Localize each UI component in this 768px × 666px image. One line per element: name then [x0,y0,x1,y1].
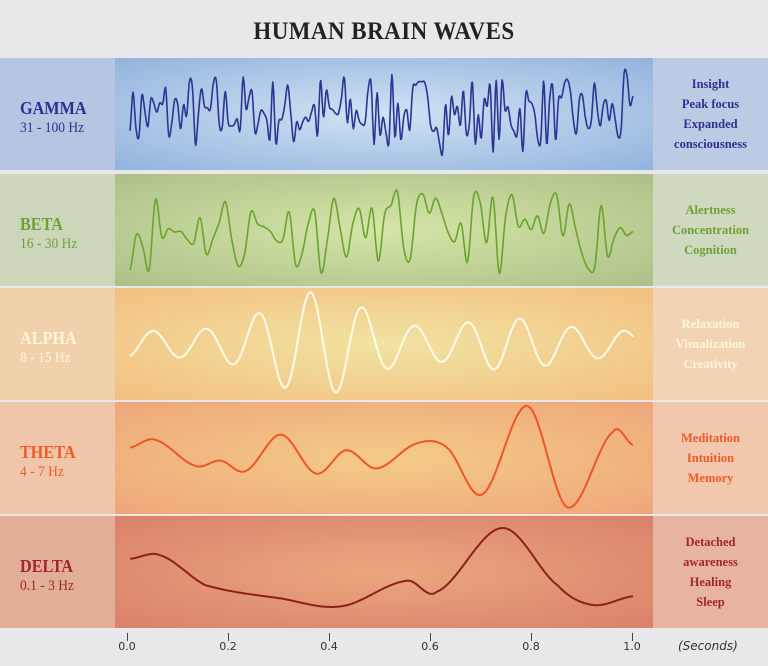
band-theta: THETA 4 - 7 Hz Meditation Intuition Memory [0,402,768,514]
band-name: THETA [20,442,76,462]
trait: Memory [687,471,734,485]
axis-tick [329,633,330,641]
axis-tick-label: 0.6 [421,640,439,653]
alpha-wave [129,291,634,394]
traits-panel: Relaxation Visualization Creativity [653,288,768,400]
trait: consciousness [674,137,747,151]
trait: Concentration [671,223,750,237]
trait: Peak focus [681,97,740,111]
axis-unit: (Seconds) [678,639,738,653]
axis-tick-label: 0.8 [522,640,540,653]
trait: Sleep [696,595,725,609]
gamma-wave [129,68,634,157]
axis-tick [127,633,128,641]
delta-wave [129,527,634,608]
band-beta: BETA 16 - 30 Hz Alertness Concentration Co… [0,174,768,286]
band-gamma: GAMMA 31 - 100 Hz Insight Peak focus Expan… [0,58,768,170]
band-label-panel: DELTA 0.1 - 3 Hz [0,516,115,628]
trait: Creativity [683,357,738,371]
trait: Meditation [680,431,741,445]
page-title: HUMAN BRAIN WAVES [253,18,515,45]
traits-panel: Meditation Intuition Memory [653,402,768,514]
band-frequency: 31 - 100 Hz [20,120,85,136]
trait: awareness [683,555,738,569]
traits-panel: Detached awareness Healing Sleep [653,516,768,628]
axis-tick [531,633,532,641]
band-name: GAMMA [20,98,87,118]
band-label-panel: THETA 4 - 7 Hz [0,402,115,514]
trait: Cognition [684,243,737,257]
trait: Intuition [686,451,735,465]
band-frequency: 8 - 15 Hz [20,350,71,366]
trait: Insight [691,77,730,91]
axis-tick-label: 0.2 [219,640,237,653]
trait: Expanded [683,117,738,131]
band-frequency: 16 - 30 Hz [20,236,78,252]
band-name: BETA [20,214,63,234]
band-name: DELTA [20,556,74,576]
band-frequency: 0.1 - 3 Hz [20,578,74,594]
band-label-panel: ALPHA 8 - 15 Hz [0,288,115,400]
band-name: ALPHA [20,328,77,348]
wave-panel [115,174,653,286]
band-delta: DELTA 0.1 - 3 Hz Detached awareness Healin… [0,516,768,628]
trait: Healing [689,575,732,589]
wave-panel [115,288,653,400]
trait: Alertness [685,203,736,217]
band-alpha: ALPHA 8 - 15 Hz Relaxation Visualization C… [0,288,768,400]
axis-tick-label: 0.0 [118,640,136,653]
beta-wave [129,189,634,275]
theta-wave [129,405,634,509]
axis-tick-label: 1.0 [623,640,641,653]
traits-panel: Alertness Concentration Cognition [653,174,768,286]
trait: Detached [685,535,736,549]
axis-tick [430,633,431,641]
trait: Relaxation [681,317,740,331]
band-label-panel: GAMMA 31 - 100 Hz [0,58,115,170]
band-label-panel: BETA 16 - 30 Hz [0,174,115,286]
axis-tick-label: 0.4 [320,640,338,653]
wave-panel [115,58,653,170]
wave-panel [115,516,653,628]
wave-panel [115,402,653,514]
axis-tick [632,633,633,641]
traits-panel: Insight Peak focus Expanded consciousness [653,58,768,170]
axis-tick [228,633,229,641]
band-frequency: 4 - 7 Hz [20,464,64,480]
trait: Visualization [675,337,746,351]
